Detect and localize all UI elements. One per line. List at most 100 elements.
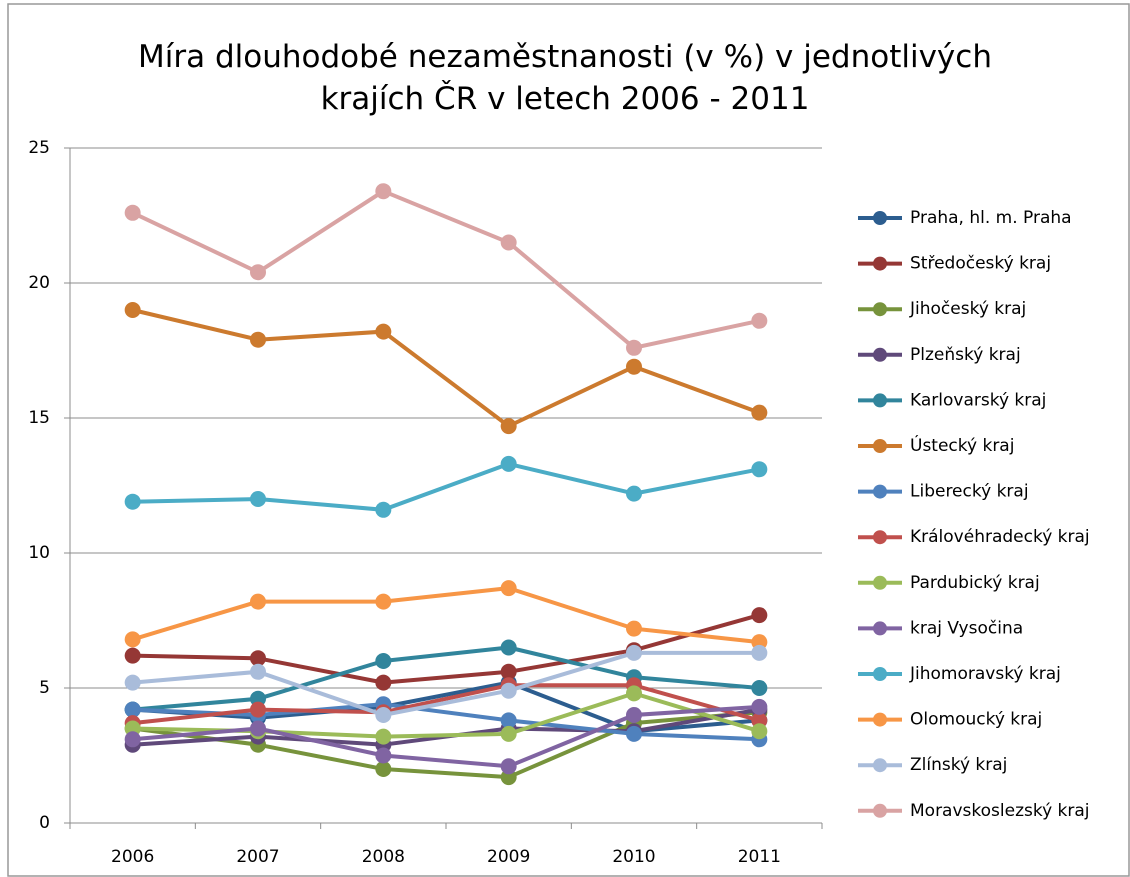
data-point: [626, 685, 642, 702]
legend-label: kraj Vysočina: [910, 618, 1023, 638]
data-point: [375, 323, 392, 340]
series-line: [131, 189, 760, 350]
data-point: [375, 707, 392, 723]
legend-marker: [873, 393, 887, 408]
x-tick-label: 2010: [612, 847, 655, 867]
series-line: [132, 683, 760, 726]
series-line: [132, 710, 760, 780]
y-tick-label: 5: [39, 678, 50, 698]
data-point: [500, 639, 517, 656]
data-point: [124, 674, 141, 691]
data-point: [250, 701, 266, 718]
legend-label: Ústecký kraj: [910, 434, 1014, 456]
data-point: [500, 663, 517, 680]
legend-label: Liberecký kraj: [910, 482, 1029, 502]
series-line: [132, 613, 760, 685]
legend-marker: [873, 302, 887, 317]
data-point: [250, 650, 266, 667]
data-point: [626, 644, 642, 661]
series-line: [132, 704, 760, 769]
legend-marker: [873, 256, 887, 271]
data-point: [375, 674, 392, 691]
legend-marker: [873, 758, 887, 773]
data-point: [250, 593, 266, 610]
data-point: [500, 580, 517, 597]
data-point: [124, 731, 141, 748]
x-tick-label: 2006: [111, 847, 154, 867]
data-point: [626, 620, 642, 637]
x-tick-label: 2007: [236, 847, 279, 867]
legend-label: Zlínský kraj: [910, 755, 1007, 775]
y-tick-label: 20: [28, 273, 50, 293]
legend-marker: [873, 439, 887, 453]
series-line: [132, 645, 760, 712]
legend-label: Plzeňský kraj: [910, 345, 1021, 365]
data-point: [375, 183, 392, 200]
data-point: [751, 461, 768, 478]
data-point: [250, 720, 266, 737]
legend-label: Moravskoslezský kraj: [910, 801, 1090, 821]
legend-marker: [873, 667, 887, 681]
legend-label: Jihočeský kraj: [909, 299, 1026, 319]
data-point: [626, 707, 642, 723]
data-point: [500, 758, 517, 775]
series-line: [132, 461, 760, 512]
chart-title: Míra dlouhodobé nezaměstnanosti (v %) v …: [138, 39, 992, 117]
data-point: [626, 485, 642, 502]
x-tick-label: 2008: [362, 847, 405, 867]
data-point: [250, 264, 266, 281]
data-point: [751, 644, 768, 661]
data-point: [626, 358, 642, 375]
legend-label: Karlovarský kraj: [910, 390, 1046, 410]
data-point: [375, 747, 392, 764]
data-point: [626, 339, 642, 356]
legend-marker: [873, 347, 887, 362]
data-point: [250, 331, 266, 348]
data-point: [375, 653, 392, 669]
data-point: [751, 723, 768, 740]
y-tick-label: 10: [28, 543, 50, 563]
data-point: [250, 491, 266, 507]
data-point: [375, 761, 392, 777]
data-point: [500, 682, 517, 699]
series-line: [132, 650, 760, 717]
data-point: [751, 680, 768, 696]
legend-marker: [873, 621, 887, 636]
data-point: [751, 312, 768, 329]
data-point: [375, 593, 392, 610]
y-tick-label: 25: [28, 138, 50, 158]
data-point: [626, 725, 642, 742]
data-point: [500, 418, 517, 435]
data-point: [124, 302, 141, 318]
legend-marker: [873, 803, 887, 818]
legend-marker: [873, 484, 887, 499]
data-point: [751, 698, 768, 715]
data-point: [751, 607, 768, 624]
legend-label: Olomoucký kraj: [910, 710, 1042, 730]
legend-marker: [873, 530, 887, 545]
data-point: [375, 728, 392, 745]
data-point: [500, 455, 517, 472]
x-tick-label: 2009: [487, 847, 530, 867]
data-point: [124, 647, 141, 664]
legend-label: Královéhradecký kraj: [910, 527, 1090, 547]
data-point: [500, 725, 517, 742]
series-line: [132, 308, 761, 429]
data-point: [375, 501, 392, 518]
chart-frame: [7, 3, 1130, 877]
data-point: [124, 701, 141, 718]
legend-marker: [873, 575, 887, 590]
series-line: [132, 702, 760, 742]
x-tick-label: 2011: [738, 847, 781, 867]
legend-marker: [873, 712, 887, 727]
data-point: [751, 404, 768, 421]
data-point: [500, 712, 517, 729]
data-point: [124, 493, 141, 510]
data-point: [500, 234, 517, 251]
data-point: [124, 631, 141, 648]
series-line: [132, 586, 760, 645]
legend-label: Středočeský kraj: [910, 254, 1051, 274]
legend-label: Pardubický kraj: [910, 573, 1040, 593]
